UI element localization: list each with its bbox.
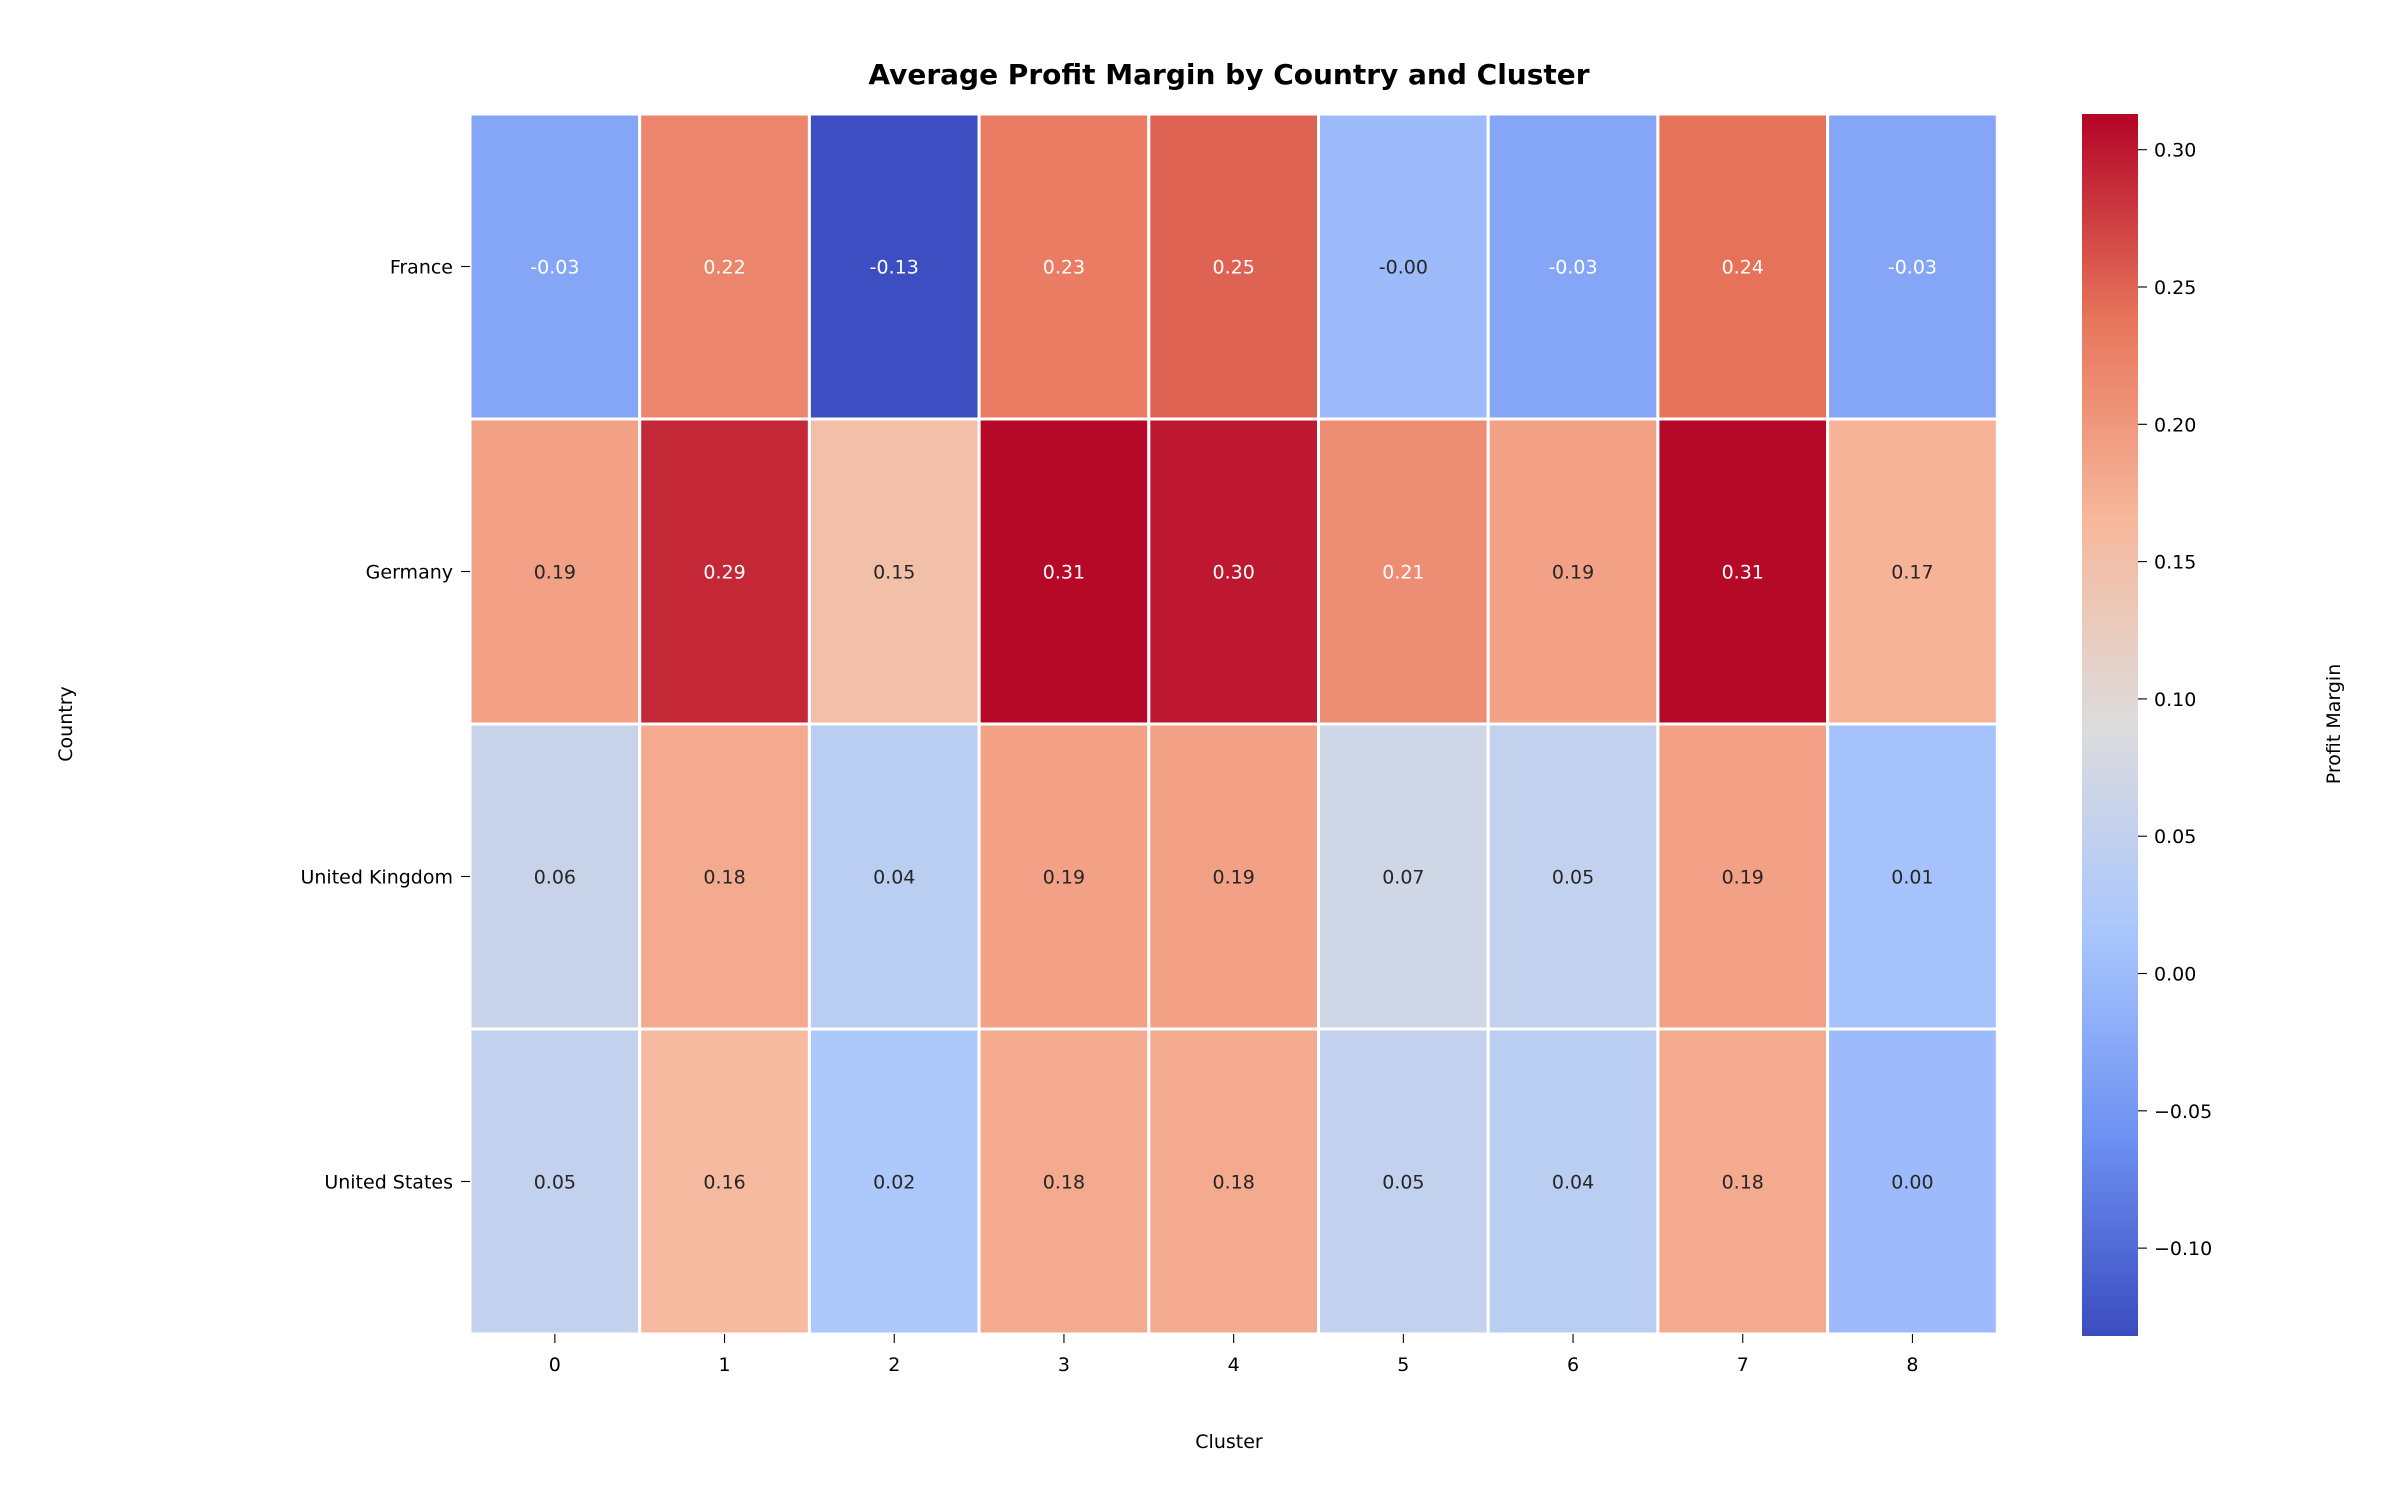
heatmap-cell <box>1486 417 1660 726</box>
heatmap-cell <box>1826 417 1999 726</box>
y-tick-label: France <box>390 257 453 279</box>
cell-value-label: 0.00 <box>1891 1172 1933 1194</box>
heatmap-cell <box>1826 722 1999 1031</box>
x-tick-label: 2 <box>888 1354 900 1376</box>
heatmap-cell <box>1317 112 1490 421</box>
heatmap-cell <box>807 112 981 421</box>
cell-value-label: 0.18 <box>703 867 745 889</box>
heatmap-cell-labels: -0.03 0.22 -0.13 0.23 0.25 -0.00 -0.03 0.24 -0.0… <box>530 257 1937 1194</box>
colorbar-tick-label: −0.05 <box>2154 1101 2212 1123</box>
cell-value-label: 0.18 <box>1722 1172 1764 1194</box>
heatmap-cell <box>977 1027 1151 1336</box>
chart-title: Average Profit Margin by Country and Clu… <box>868 58 1589 91</box>
cell-value-label: -0.03 <box>1548 257 1597 279</box>
heatmap-cell <box>638 112 811 421</box>
cell-value-label: 0.19 <box>1043 867 1085 889</box>
y-axis-label: Country <box>55 686 77 761</box>
cell-value-label: -0.00 <box>1379 257 1428 279</box>
cell-value-label: 0.29 <box>703 562 745 584</box>
x-tick-label: 5 <box>1397 1354 1409 1376</box>
heatmap-cell <box>1147 112 1321 421</box>
heatmap-cell <box>638 1027 811 1336</box>
colorbar-tick-label: 0.05 <box>2154 826 2196 848</box>
cell-value-label: 0.07 <box>1382 867 1424 889</box>
heatmap-cell <box>468 417 642 726</box>
x-axis-label: Cluster <box>1195 1431 1263 1453</box>
cell-value-label: 0.04 <box>1552 1172 1594 1194</box>
x-tick-label: 4 <box>1228 1354 1240 1376</box>
heatmap-cell <box>468 722 642 1031</box>
cell-value-label: 0.05 <box>1552 867 1594 889</box>
cell-value-label: 0.19 <box>534 562 576 584</box>
heatmap-cell <box>468 1027 642 1336</box>
cell-value-label: 0.19 <box>1552 562 1594 584</box>
colorbar-tick-label: 0.20 <box>2154 414 2196 436</box>
cell-value-label: 0.06 <box>534 867 576 889</box>
cell-value-label: 0.31 <box>1722 562 1764 584</box>
x-tick-label: 7 <box>1737 1354 1749 1376</box>
cell-value-label: 0.16 <box>703 1172 745 1194</box>
cell-value-label: 0.30 <box>1212 562 1254 584</box>
heatmap-cell <box>1826 1027 1999 1336</box>
cell-value-label: 0.04 <box>873 867 915 889</box>
heatmap-cell <box>977 417 1151 726</box>
colorbar-tick-label: 0.00 <box>2154 964 2196 986</box>
heatmap-cells <box>468 112 1999 1336</box>
x-axis-ticks: 0 1 2 3 4 5 6 7 8 <box>549 1334 1918 1376</box>
colorbar-tick-label: −0.10 <box>2154 1238 2212 1260</box>
cell-value-label: 0.23 <box>1043 257 1085 279</box>
cell-value-label: 0.15 <box>873 562 915 584</box>
y-tick-label: Germany <box>366 562 453 584</box>
heatmap-cell <box>977 722 1151 1031</box>
colorbar-tick-label: 0.15 <box>2154 552 2196 574</box>
x-tick-label: 6 <box>1567 1354 1579 1376</box>
cell-value-label: 0.24 <box>1722 257 1764 279</box>
y-tick-label: United States <box>324 1172 453 1194</box>
heatmap-cell <box>1656 1027 1830 1336</box>
x-tick-label: 8 <box>1906 1354 1918 1376</box>
colorbar-label: Profit Margin <box>2323 664 2345 785</box>
x-tick-label: 3 <box>1058 1354 1070 1376</box>
colorbar-tick-label: 0.10 <box>2154 689 2196 711</box>
heatmap-cell <box>468 112 642 421</box>
cell-value-label: 0.19 <box>1722 867 1764 889</box>
heatmap-cell <box>807 417 981 726</box>
cell-value-label: 0.05 <box>1382 1172 1424 1194</box>
heatmap-cell <box>638 722 811 1031</box>
heatmap-cell <box>1147 722 1321 1031</box>
cell-value-label: 0.02 <box>873 1172 915 1194</box>
cell-value-label: 0.18 <box>1043 1172 1085 1194</box>
y-tick-label: United Kingdom <box>300 867 453 889</box>
heatmap-cell <box>807 722 981 1031</box>
cell-value-label: 0.21 <box>1382 562 1424 584</box>
cell-value-label: 0.19 <box>1212 867 1254 889</box>
heatmap-cell <box>1147 417 1321 726</box>
cell-value-label: 0.22 <box>703 257 745 279</box>
colorbar-tick-label: 0.30 <box>2154 140 2196 162</box>
heatmap-cell <box>1656 112 1830 421</box>
cell-value-label: -0.03 <box>1888 257 1937 279</box>
colorbar-ticks: −0.10 −0.05 0.00 0.05 0.10 0.15 0.20 0.25 0.30 <box>2138 140 2212 1260</box>
heatmap-cell <box>1656 417 1830 726</box>
cell-value-label: 0.05 <box>534 1172 576 1194</box>
cell-value-label: 0.18 <box>1212 1172 1254 1194</box>
cell-value-label: 0.17 <box>1891 562 1933 584</box>
cell-value-label: 0.31 <box>1043 562 1085 584</box>
x-tick-label: 1 <box>719 1354 731 1376</box>
heatmap-cell <box>1486 722 1660 1031</box>
heatmap-cell <box>977 112 1151 421</box>
colorbar <box>2082 114 2138 1336</box>
x-tick-label: 0 <box>549 1354 561 1376</box>
cell-value-label: 0.01 <box>1891 867 1933 889</box>
cell-value-label: 0.25 <box>1212 257 1254 279</box>
colorbar-tick-label: 0.25 <box>2154 277 2196 299</box>
cell-value-label: -0.13 <box>870 257 919 279</box>
y-axis-ticks: France Germany United Kingdom United States <box>300 257 470 1194</box>
cell-value-label: -0.03 <box>530 257 579 279</box>
